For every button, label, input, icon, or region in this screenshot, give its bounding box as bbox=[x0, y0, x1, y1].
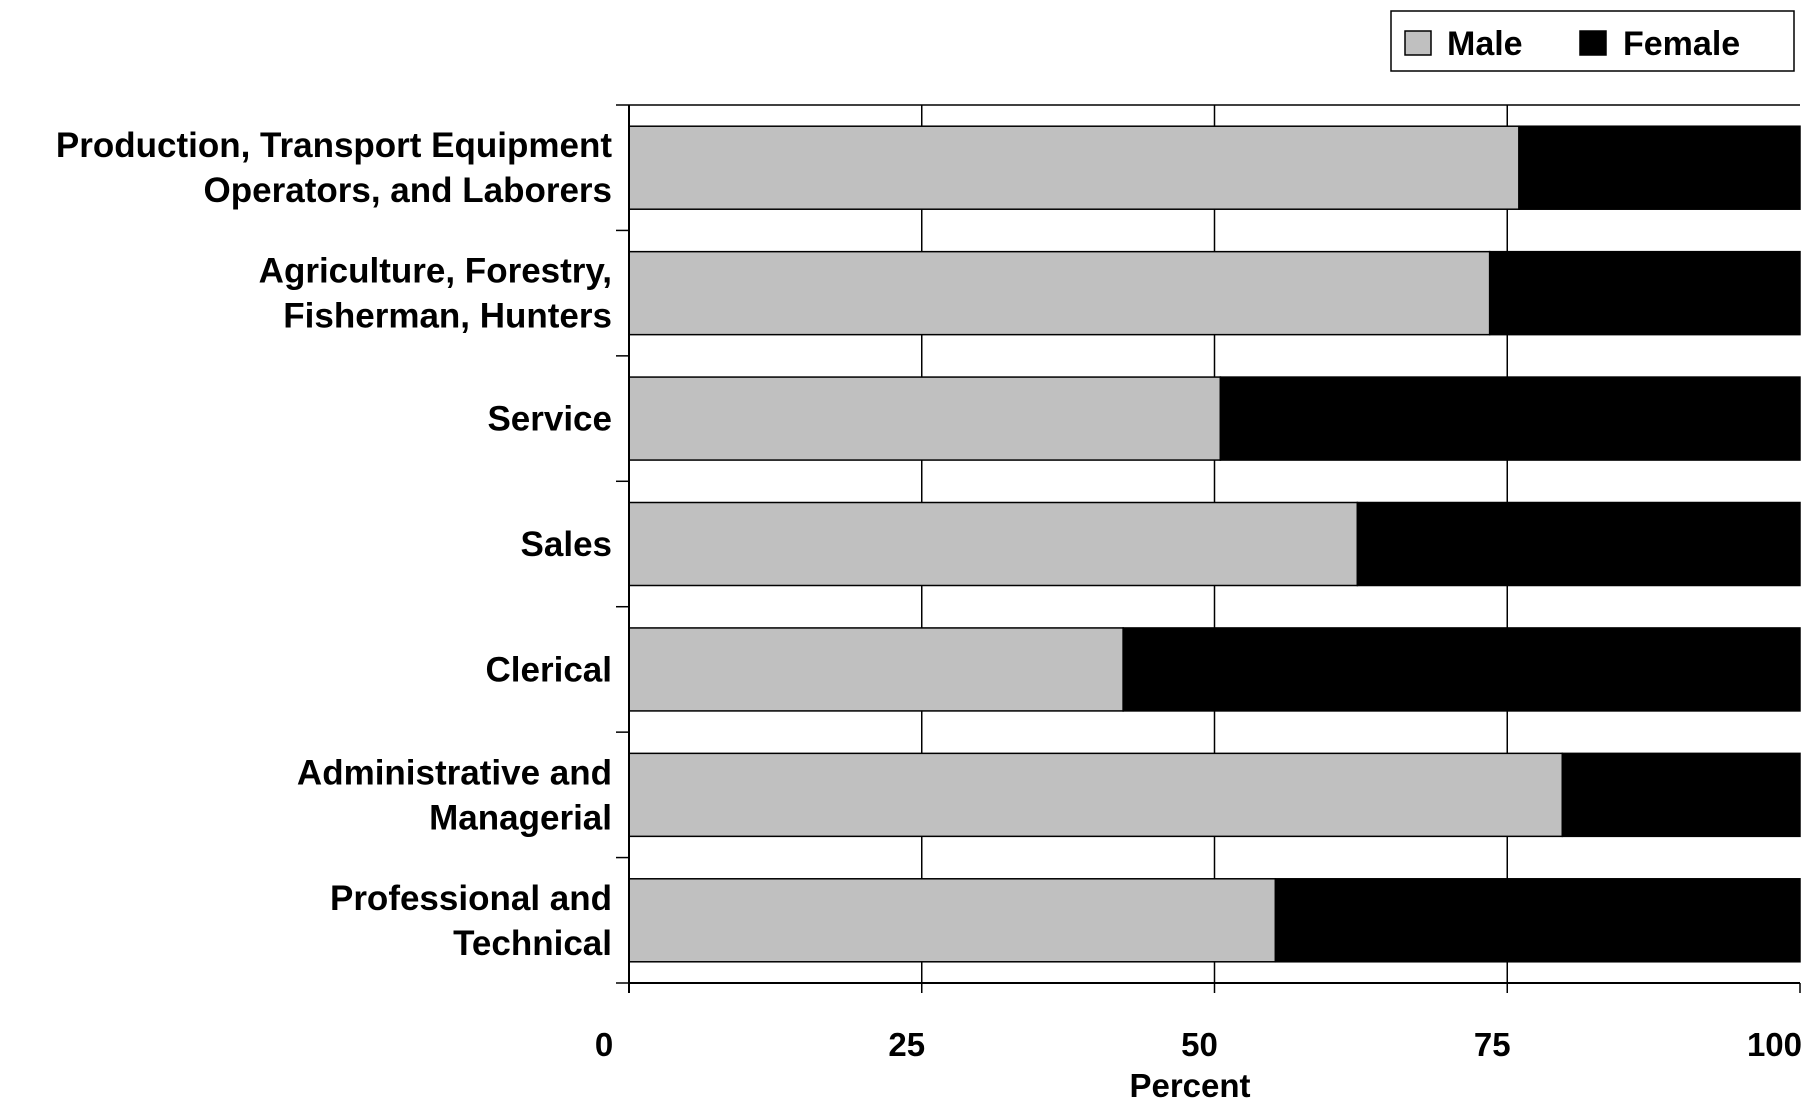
bar-segment-male bbox=[628, 752, 1564, 838]
category-label-line: Agriculture, Forestry, bbox=[259, 252, 612, 291]
legend-label-male: Male bbox=[1447, 25, 1523, 63]
category-label-line: Professional and bbox=[330, 879, 612, 918]
bar-segment-male bbox=[628, 125, 1520, 210]
bar-segment-female bbox=[1518, 125, 1801, 210]
category-label-line: Production, Transport Equipment bbox=[56, 126, 612, 165]
axes bbox=[616, 104, 1801, 993]
x-tick-label: 50 bbox=[1181, 1026, 1218, 1063]
category-label: Administrative and Managerial bbox=[297, 753, 612, 837]
x-tick-label: 100 bbox=[1747, 1026, 1801, 1063]
bar-segment-female bbox=[1561, 752, 1801, 838]
bar-segment-female bbox=[1356, 501, 1801, 587]
bar-segment-male bbox=[628, 627, 1124, 712]
legend: Male Female bbox=[1390, 10, 1795, 72]
x-tick-label: 75 bbox=[1474, 1026, 1511, 1063]
category-label-line: Fisherman, Hunters bbox=[283, 297, 612, 336]
category-label-line: Administrative and bbox=[297, 753, 612, 792]
category-label-line: Managerial bbox=[429, 798, 612, 837]
category-label: Professional and Technical bbox=[330, 879, 612, 963]
bar-segment-female bbox=[1274, 878, 1801, 963]
legend-swatch-male bbox=[1404, 30, 1432, 56]
bar-segment-male bbox=[628, 501, 1359, 587]
bar-segment-male bbox=[628, 376, 1222, 461]
bar-segment-female bbox=[1122, 627, 1801, 712]
bar-segment-female bbox=[1219, 376, 1801, 461]
x-tick-labels: 0 25 50 75 100 bbox=[595, 1026, 1801, 1063]
category-label-line: Service bbox=[487, 400, 612, 439]
category-label: Service bbox=[487, 400, 612, 439]
category-label-line: Operators, and Laborers bbox=[204, 171, 612, 210]
legend-swatch-female bbox=[1579, 30, 1607, 56]
category-label-line: Technical bbox=[453, 924, 612, 963]
x-tick-label: 0 bbox=[595, 1026, 613, 1063]
bars bbox=[628, 125, 1801, 963]
category-label: Sales bbox=[521, 525, 612, 564]
bar-segment-male bbox=[628, 878, 1277, 963]
x-tick-label: 25 bbox=[888, 1026, 925, 1063]
category-labels: Production, Transport Equipment Operators… bbox=[56, 126, 612, 963]
category-label: Agriculture, Forestry, Fisherman, Hunters bbox=[259, 252, 612, 336]
x-axis-title: Percent bbox=[1129, 1067, 1250, 1101]
bar-segment-female bbox=[1488, 250, 1801, 336]
category-label: Production, Transport Equipment Operators… bbox=[56, 126, 612, 210]
category-label-line: Clerical bbox=[486, 650, 612, 689]
bar-segment-male bbox=[628, 250, 1491, 336]
category-label-line: Sales bbox=[521, 525, 612, 564]
legend-label-female: Female bbox=[1623, 25, 1740, 63]
category-label: Clerical bbox=[486, 650, 612, 689]
